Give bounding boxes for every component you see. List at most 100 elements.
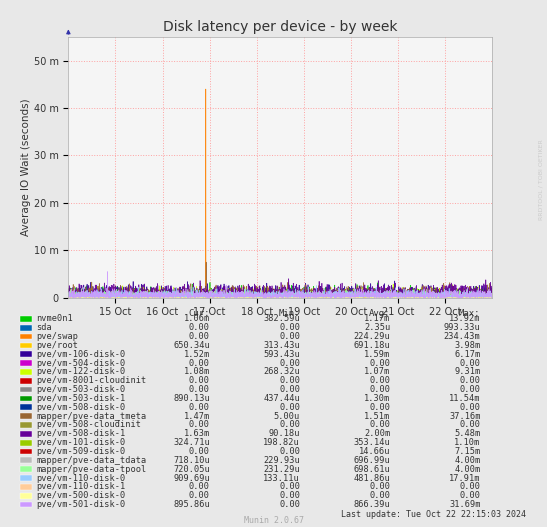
Text: pve/vm-503-disk-1: pve/vm-503-disk-1 [37, 394, 126, 403]
Text: 90.18u: 90.18u [269, 430, 300, 438]
Text: 37.16m: 37.16m [449, 412, 480, 421]
Text: Min:: Min: [278, 309, 300, 318]
Text: 0.00: 0.00 [279, 421, 300, 430]
Title: Disk latency per device - by week: Disk latency per device - by week [163, 21, 398, 34]
Text: 0.00: 0.00 [279, 385, 300, 394]
Text: 895.86u: 895.86u [173, 500, 210, 509]
Text: 0.00: 0.00 [189, 332, 210, 341]
Text: 1.30m: 1.30m [364, 394, 391, 403]
Text: 0.00: 0.00 [459, 403, 480, 412]
Bar [20, 413, 32, 419]
Text: pve/vm-501-disk-0: pve/vm-501-disk-0 [37, 500, 126, 509]
Bar [20, 475, 32, 481]
Text: 0.00: 0.00 [189, 482, 210, 491]
Text: pve/vm-503-disk-0: pve/vm-503-disk-0 [37, 385, 126, 394]
Bar [20, 448, 32, 454]
Text: 0.00: 0.00 [459, 491, 480, 500]
Text: 866.39u: 866.39u [353, 500, 391, 509]
Text: 909.69u: 909.69u [173, 474, 210, 483]
Text: 17.91m: 17.91m [449, 474, 480, 483]
Text: nvme0n1: nvme0n1 [37, 315, 73, 324]
Text: 133.11u: 133.11u [263, 474, 300, 483]
Text: Cur:: Cur: [188, 309, 210, 318]
Text: 0.00: 0.00 [459, 482, 480, 491]
Text: 650.34u: 650.34u [173, 341, 210, 350]
Text: 0.00: 0.00 [369, 482, 391, 491]
Bar [20, 404, 32, 410]
Text: 0.00: 0.00 [369, 421, 391, 430]
Text: 0.00: 0.00 [279, 323, 300, 332]
Text: 1.59m: 1.59m [364, 350, 391, 359]
Text: Avg:: Avg: [369, 309, 391, 318]
Bar [20, 396, 32, 402]
Bar [20, 440, 32, 445]
Text: mapper/pve-data_tmeta: mapper/pve-data_tmeta [37, 412, 147, 421]
Bar [20, 369, 32, 375]
Text: pve/vm-110-disk-0: pve/vm-110-disk-0 [37, 474, 126, 483]
Text: 437.44u: 437.44u [263, 394, 300, 403]
Text: 0.00: 0.00 [189, 323, 210, 332]
Text: 696.99u: 696.99u [353, 456, 391, 465]
Bar [20, 466, 32, 472]
Bar [20, 343, 32, 348]
Text: 4.00m: 4.00m [454, 456, 480, 465]
Text: 6.17m: 6.17m [454, 350, 480, 359]
Text: 1.52m: 1.52m [184, 350, 210, 359]
Text: 5.00u: 5.00u [274, 412, 300, 421]
Text: 0.00: 0.00 [279, 447, 300, 456]
Text: 0.00: 0.00 [459, 358, 480, 367]
Text: 1.07m: 1.07m [364, 367, 391, 376]
Text: 0.00: 0.00 [369, 385, 391, 394]
Text: pve/vm-122-disk-0: pve/vm-122-disk-0 [37, 367, 126, 376]
Text: 890.13u: 890.13u [173, 394, 210, 403]
Text: 0.00: 0.00 [189, 491, 210, 500]
Text: 0.00: 0.00 [459, 385, 480, 394]
Text: pve/vm-508-disk-1: pve/vm-508-disk-1 [37, 430, 126, 438]
Text: 1.63m: 1.63m [184, 430, 210, 438]
Text: RRDTOOL / TOBI OETIKER: RRDTOOL / TOBI OETIKER [538, 139, 543, 220]
Text: 1.10m: 1.10m [454, 438, 480, 447]
Text: 0.00: 0.00 [459, 376, 480, 385]
Text: 224.29u: 224.29u [353, 332, 391, 341]
Text: 13.92m: 13.92m [449, 315, 480, 324]
Text: 5.48m: 5.48m [454, 430, 480, 438]
Text: 324.71u: 324.71u [173, 438, 210, 447]
Text: 198.82u: 198.82u [263, 438, 300, 447]
Text: Last update: Tue Oct 22 22:15:03 2024: Last update: Tue Oct 22 22:15:03 2024 [341, 510, 526, 519]
Text: mapper/pve-data-tpool: mapper/pve-data-tpool [37, 465, 147, 474]
Text: mapper/pve-data_tdata: mapper/pve-data_tdata [37, 456, 147, 465]
Text: 0.00: 0.00 [369, 491, 391, 500]
Text: 0.00: 0.00 [189, 358, 210, 367]
Bar [20, 334, 32, 339]
Y-axis label: Average IO Wait (seconds): Average IO Wait (seconds) [21, 99, 31, 236]
Text: pve/vm-110-disk-1: pve/vm-110-disk-1 [37, 482, 126, 491]
Bar [20, 352, 32, 357]
Text: pve/root: pve/root [37, 341, 78, 350]
Text: 382.59u: 382.59u [263, 315, 300, 324]
Text: 0.00: 0.00 [369, 358, 391, 367]
Bar [20, 325, 32, 330]
Text: 2.00m: 2.00m [364, 430, 391, 438]
Text: 7.15m: 7.15m [454, 447, 480, 456]
Text: 14.66u: 14.66u [359, 447, 391, 456]
Bar [20, 493, 32, 499]
Bar [20, 422, 32, 428]
Text: 0.00: 0.00 [369, 403, 391, 412]
Bar [20, 502, 32, 508]
Text: 234.43m: 234.43m [444, 332, 480, 341]
Text: 481.86u: 481.86u [353, 474, 391, 483]
Text: pve/vm-509-disk-0: pve/vm-509-disk-0 [37, 447, 126, 456]
Text: 1.08m: 1.08m [184, 367, 210, 376]
Text: pve/swap: pve/swap [37, 332, 78, 341]
Text: 593.43u: 593.43u [263, 350, 300, 359]
Text: 231.29u: 231.29u [263, 465, 300, 474]
Text: 0.00: 0.00 [279, 332, 300, 341]
Text: 0.00: 0.00 [279, 491, 300, 500]
Bar [20, 457, 32, 463]
Bar [20, 484, 32, 490]
Text: 1.47m: 1.47m [184, 412, 210, 421]
Text: 0.00: 0.00 [279, 358, 300, 367]
Text: 993.33u: 993.33u [444, 323, 480, 332]
Text: 3.98m: 3.98m [454, 341, 480, 350]
Text: sda: sda [37, 323, 52, 332]
